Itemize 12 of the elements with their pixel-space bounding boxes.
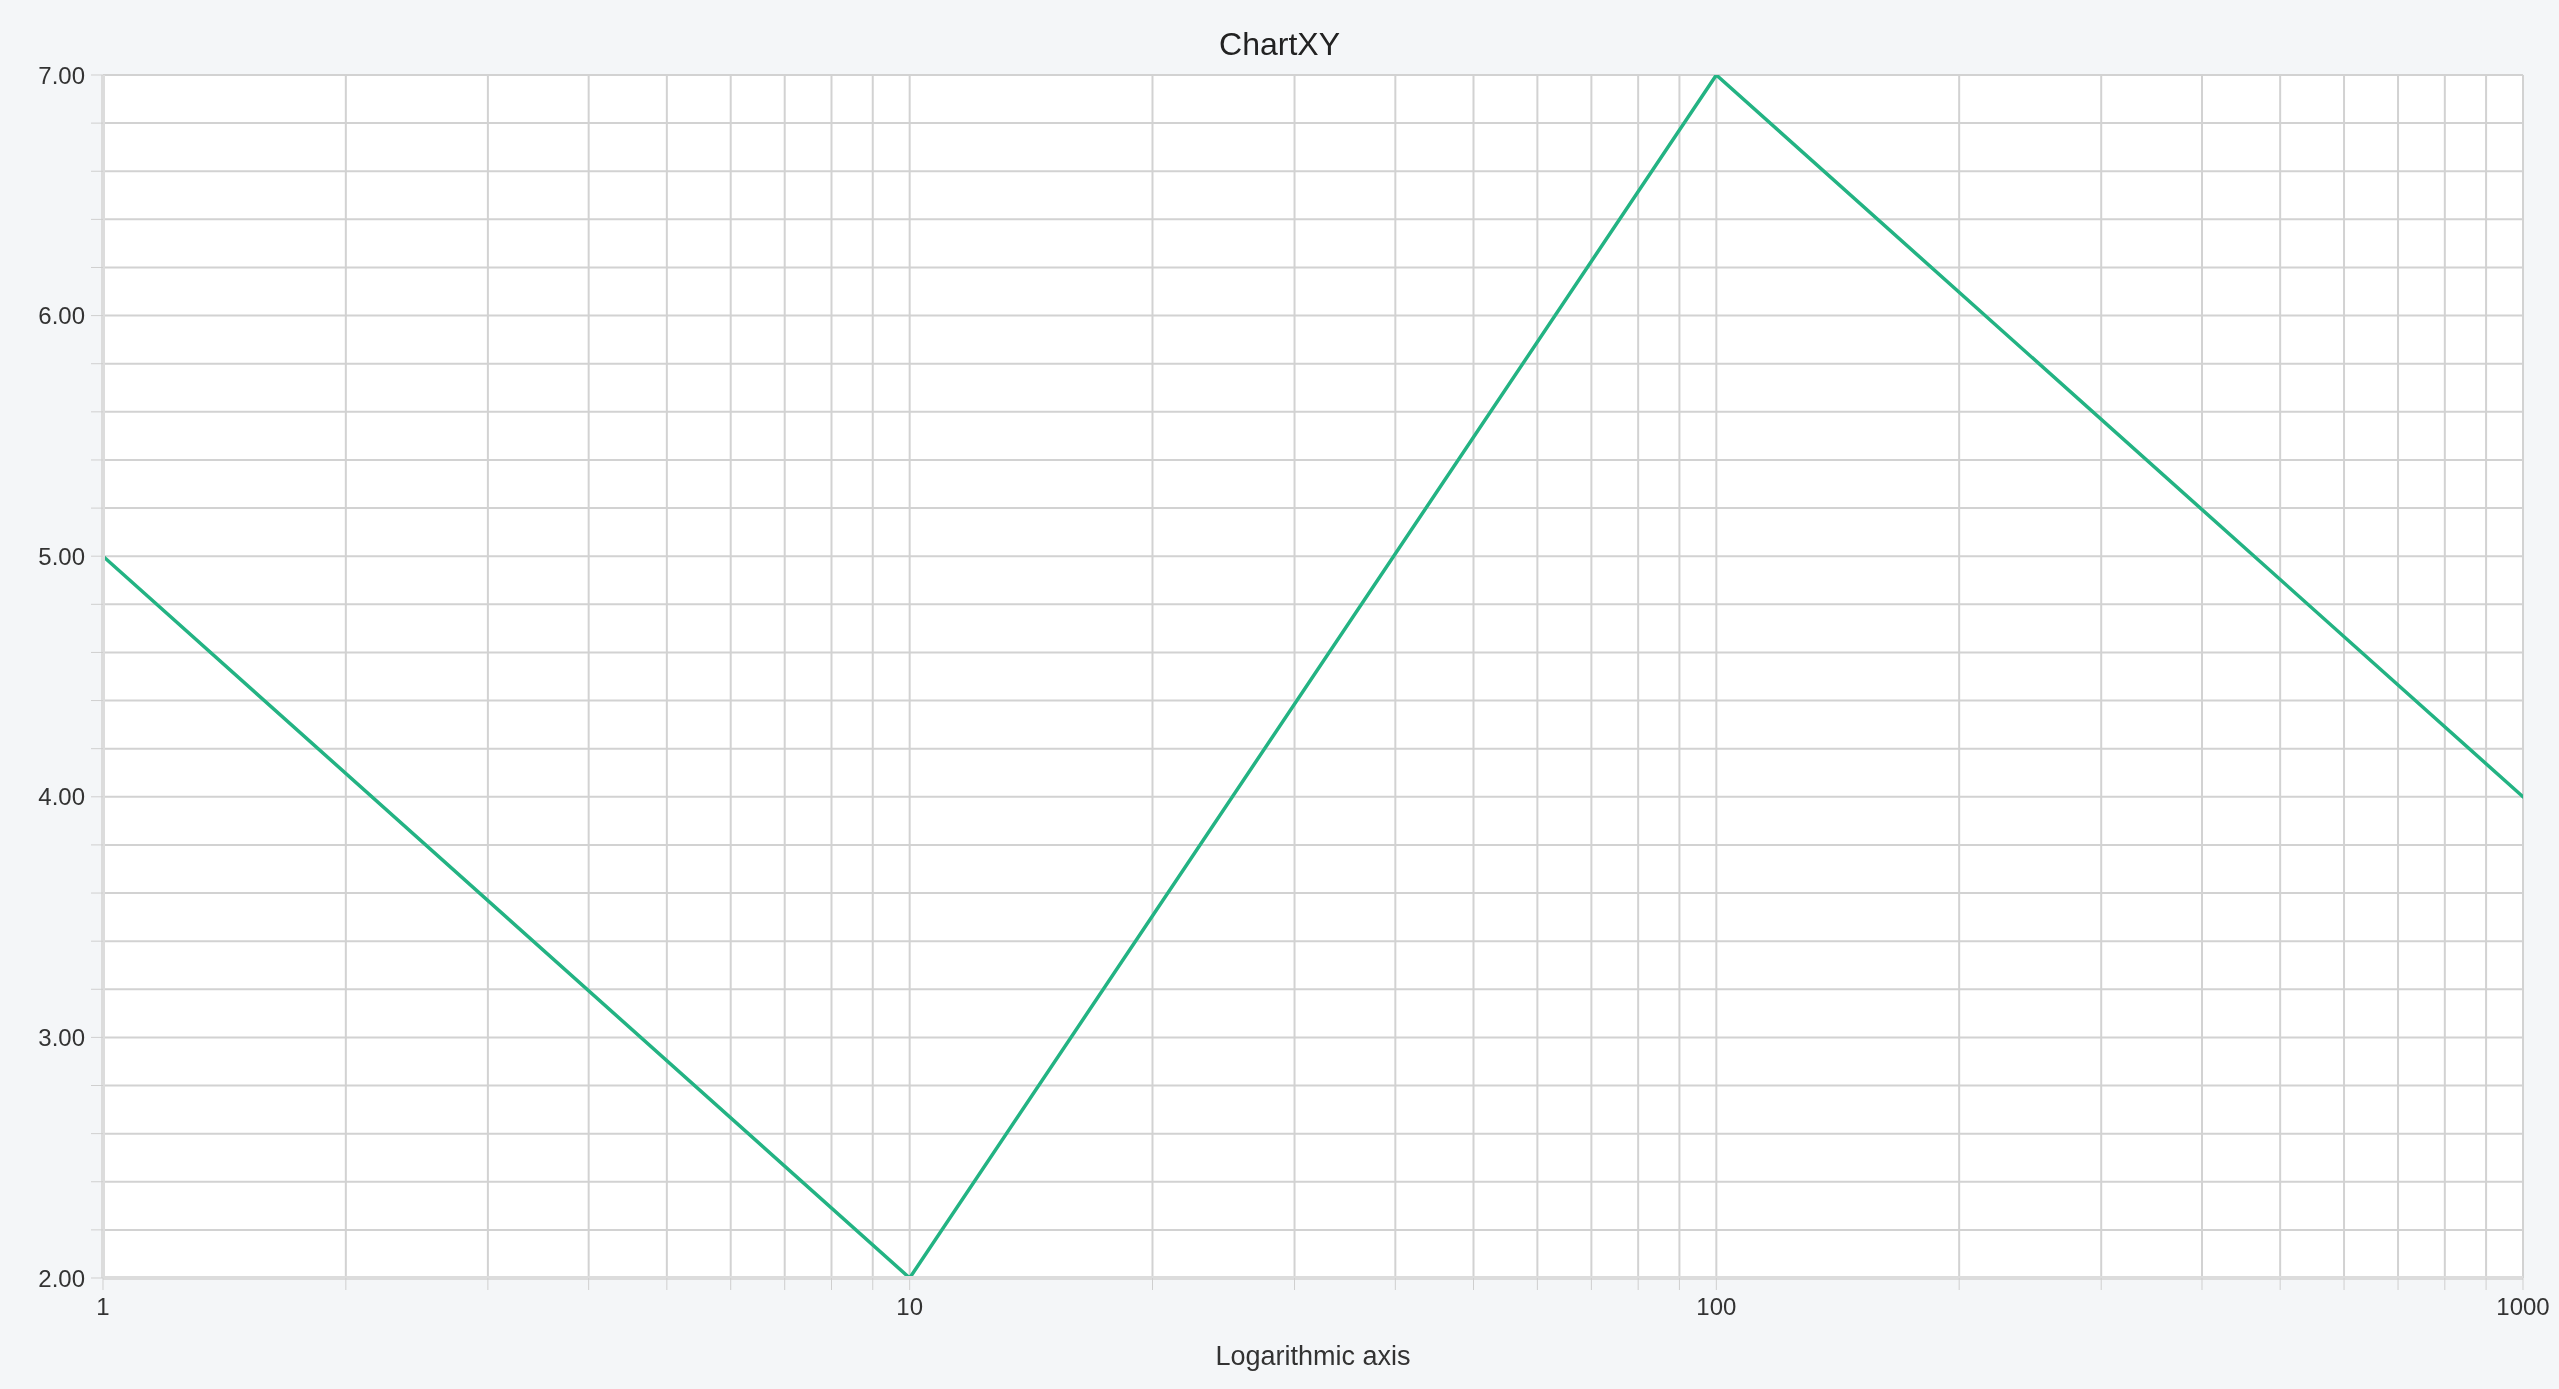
y-tick-label: 4.00 (38, 783, 85, 811)
x-tick-label: 1 (96, 1293, 110, 1321)
y-tick-label: 2.00 (38, 1264, 85, 1292)
x-tick-label: 100 (1696, 1293, 1737, 1321)
x-tick-label: 1000 (2496, 1293, 2550, 1321)
x-tick-label: 10 (896, 1293, 924, 1321)
chart-title: ChartXY (1219, 26, 1340, 62)
y-tick-label: 3.00 (38, 1023, 85, 1051)
y-tick-label: 5.00 (38, 542, 85, 570)
x-axis-title: Logarithmic axis (1215, 1341, 1411, 1371)
y-tick-label: 6.00 (38, 302, 85, 330)
y-tick-label: 7.00 (38, 61, 85, 89)
